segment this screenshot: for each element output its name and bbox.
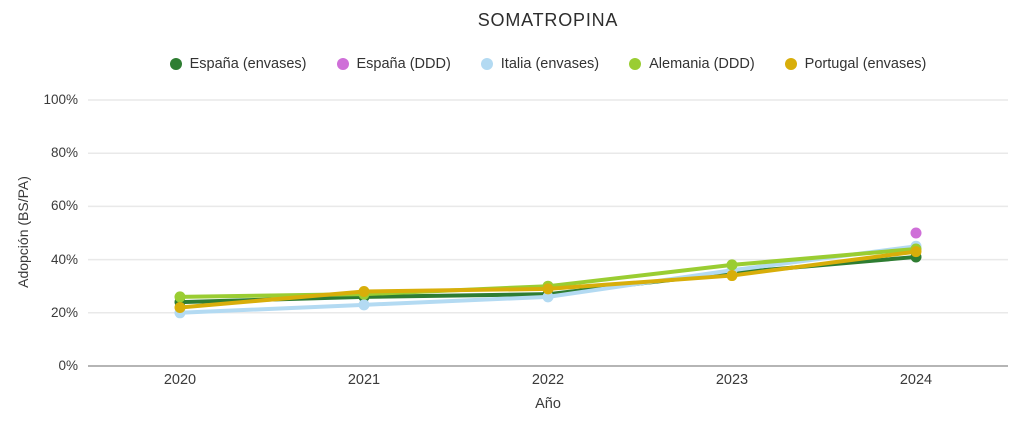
legend-label: Italia (envases) (500, 56, 600, 72)
y-tick-label: 0% (58, 358, 78, 373)
legend-item[interactable]: Italia (envases) (480, 56, 600, 72)
legend: España (envases) España (DDD) Italia (enva… (88, 56, 1008, 72)
x-tick-label: 2020 (163, 372, 197, 388)
legend-item[interactable]: España (envases) (169, 56, 307, 72)
data-point (542, 291, 554, 303)
legend-label: España (envases) (189, 56, 307, 72)
legend-dot-icon (169, 58, 182, 70)
x-tick-label: 2024 (899, 372, 933, 388)
data-point (174, 291, 186, 303)
data-point (358, 286, 370, 298)
y-tick-label: 80% (50, 145, 78, 161)
data-point (726, 270, 738, 282)
legend-item[interactable]: Alemania (DDD) (629, 56, 755, 72)
data-point (542, 283, 554, 295)
legend-label: España (DDD) (356, 56, 451, 72)
data-point (910, 227, 922, 239)
y-tick-label: 20% (50, 304, 78, 320)
legend-label: Alemania (DDD) (649, 56, 755, 72)
series-line (178, 244, 918, 315)
data-point (726, 259, 738, 271)
x-tick-label: 2022 (531, 372, 565, 388)
y-tick-label: 100% (43, 92, 78, 107)
y-tick-label: 60% (50, 198, 78, 214)
data-point (174, 301, 186, 313)
y-tick-label: 40% (50, 251, 78, 267)
x-tick-label: 2021 (347, 372, 381, 388)
legend-dot-icon (480, 58, 493, 70)
data-point (910, 246, 922, 258)
legend-dot-icon (336, 58, 349, 70)
legend-dot-icon (629, 58, 642, 70)
legend-label: Portugal (envases) (804, 56, 927, 72)
chart-title: SOMATROPINA (477, 10, 619, 30)
data-point (358, 299, 370, 311)
legend-dot-icon (784, 58, 797, 70)
x-tick-label: 2023 (715, 372, 749, 388)
legend-item[interactable]: Portugal (envases) (784, 56, 927, 72)
legend-item[interactable]: España (DDD) (336, 56, 451, 72)
y-axis-title: Adopción (BS/PA) (15, 176, 31, 288)
x-axis-title: Año (535, 396, 561, 412)
